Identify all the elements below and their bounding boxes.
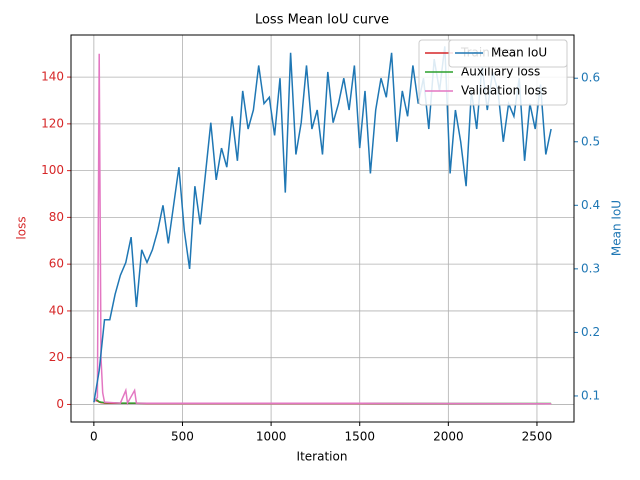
y2-tick-label: 0.4 (581, 198, 600, 212)
y2-axis-label: Mean IoU (610, 200, 624, 256)
y-tick-label: 0 (56, 397, 64, 411)
y-tick-label: 20 (49, 350, 64, 364)
x-tick-label: 0 (90, 430, 98, 444)
y-tick-label: 60 (49, 257, 64, 271)
legend-box (448, 39, 568, 68)
legend-label: Validation loss (461, 84, 547, 98)
chart-title: Loss Mean IoU curve (255, 13, 389, 28)
y2-tick-label: 0.1 (581, 388, 600, 402)
y-axis-label: loss (15, 216, 29, 239)
series-line (93, 46, 552, 403)
y-tick-label: 100 (41, 163, 64, 177)
legend-label: Auxiliary loss (461, 65, 540, 79)
x-tick-label: 2000 (433, 430, 464, 444)
y-tick-label: 120 (41, 116, 64, 130)
y-tick-label: 40 (49, 303, 64, 317)
y-tick-label: 140 (41, 70, 64, 84)
legend-label: Mean IoU (491, 46, 547, 60)
y2-tick-label: 0.3 (581, 261, 600, 275)
y-tick-label: 80 (49, 210, 64, 224)
y2-tick-label: 0.5 (581, 134, 600, 148)
x-tick-label: 500 (171, 430, 194, 444)
y2-tick-label: 0.6 (581, 71, 600, 85)
x-tick-label: 2500 (522, 430, 553, 444)
plot-frame (70, 34, 575, 423)
x-tick-label: 1000 (256, 430, 287, 444)
x-axis-label: Iteration (297, 450, 348, 464)
y2-tick-label: 0.2 (581, 325, 600, 339)
x-tick-label: 1500 (344, 430, 375, 444)
series-line (93, 53, 552, 406)
